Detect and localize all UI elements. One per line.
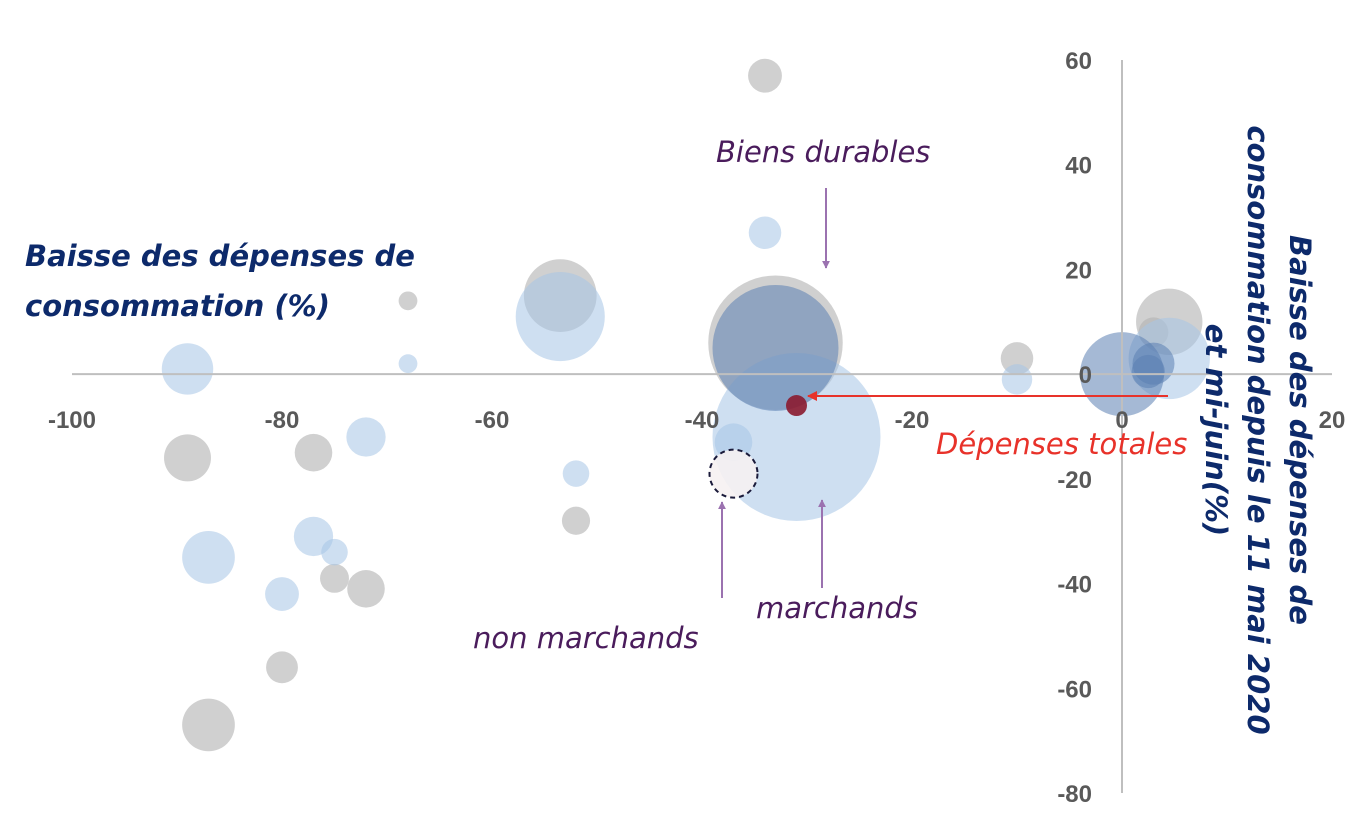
x-tick-label: -60 [475, 407, 510, 434]
y-axis-title: Baisse des dépenses de consommation depu… [1199, 125, 1317, 734]
y-tick-label: -20 [1057, 467, 1092, 494]
grey-bubble-10 [320, 563, 349, 593]
annotation-depenses-totales: Dépenses totales [936, 427, 1187, 461]
total-marker-0 [786, 395, 807, 417]
grey-bubble-13 [182, 698, 235, 752]
y-tick-label: 60 [1065, 48, 1092, 75]
y-tick-label: 20 [1065, 257, 1092, 284]
y-axis-title-line1: Baisse des dépenses de [1283, 235, 1317, 625]
grey-bubble-7 [164, 434, 211, 482]
x-tick-label: 0 [1115, 407, 1128, 434]
y-tick-label: -40 [1057, 572, 1092, 599]
x-tick-labels: -100 -80 -60 -40 -20 0 20 [48, 407, 1345, 434]
annotation-non-marchands: non marchands [473, 621, 699, 655]
y-tick-label: 40 [1065, 153, 1092, 180]
annotation-marchands: marchands [756, 591, 918, 625]
blue-bubble-3 [161, 343, 214, 395]
x-tick-label: -80 [265, 407, 300, 434]
non-marchands-outline [708, 448, 759, 499]
grey-bubble-8 [294, 433, 333, 472]
y-tick-labels: 60 40 20 0 -20 -40 -60 -80 [1057, 48, 1092, 808]
grey-bubble-0 [748, 58, 782, 93]
blue-bubble-7 [321, 538, 348, 566]
dark-blue-bubble-0 [712, 284, 839, 411]
grey-bubble-11 [347, 570, 385, 608]
x-axis-title-line2: consommation (%) [25, 289, 330, 323]
blue-bubble-1 [515, 272, 605, 362]
blue-bubble-9 [265, 577, 299, 611]
x-tick-label: -20 [895, 407, 930, 434]
y-axis-title-line3: et mi-juin(%) [1199, 324, 1233, 537]
y-tick-label: -80 [1057, 781, 1092, 808]
blue-bubble-0 [748, 216, 782, 250]
y-tick-label: -60 [1057, 676, 1092, 703]
y-axis-title-line2: consommation depuis le 11 mai 2020 [1241, 125, 1275, 734]
grey-bubble-2 [398, 291, 418, 311]
x-tick-label: -100 [48, 407, 96, 434]
x-tick-label: -40 [685, 407, 720, 434]
bubbles-layer [161, 58, 1210, 752]
x-axis-title-line1: Baisse des dépenses de [25, 239, 415, 273]
blue-bubble-8 [182, 531, 235, 584]
blue-bubble-4 [346, 417, 386, 457]
x-tick-label: 20 [1319, 407, 1346, 434]
blue-bubble-10 [1001, 364, 1033, 395]
blue-bubble-2 [398, 354, 418, 374]
grey-bubble-12 [266, 651, 298, 684]
blue-bubble-5 [562, 460, 590, 487]
annotation-biens-durables: Biens durables [716, 135, 930, 169]
y-tick-label: 0 [1079, 362, 1092, 389]
dark-blue-bubble-3 [1131, 354, 1165, 389]
grey-bubble-9 [561, 506, 591, 535]
